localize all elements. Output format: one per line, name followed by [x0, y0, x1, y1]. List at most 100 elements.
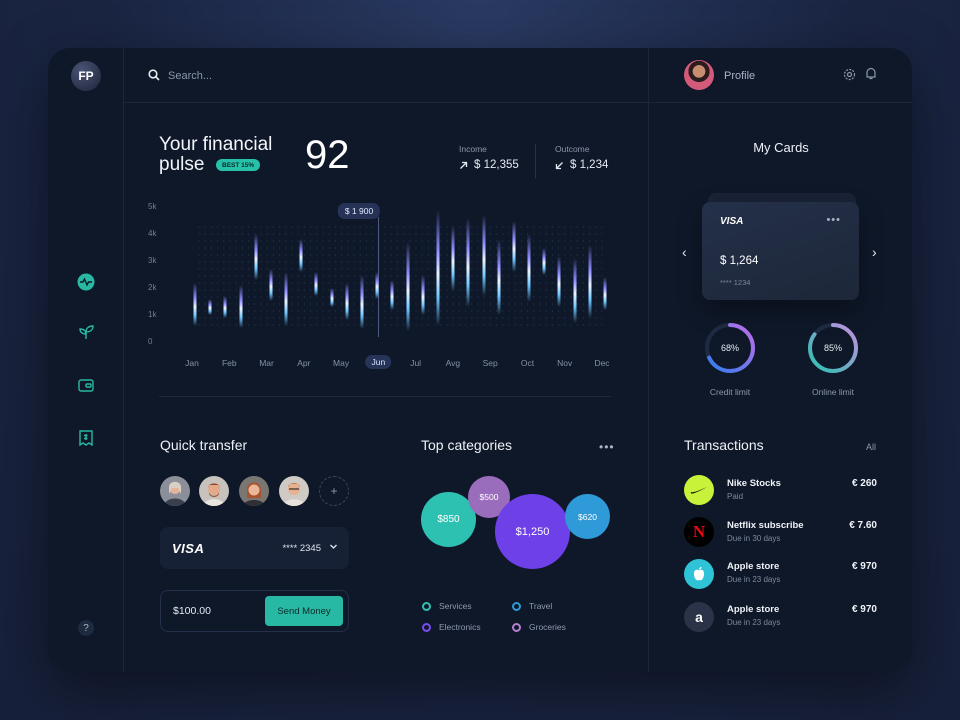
pulse-title-line1: Your financial — [159, 134, 273, 155]
bill-icon[interactable] — [76, 428, 96, 448]
chart-bar[interactable] — [588, 244, 592, 318]
pulse-chart: $ 1 900 5k 4k 3k 2k 1k 0 Jan Feb Mar Apr May Jun Jul… — [148, 198, 618, 378]
chart-bar[interactable] — [466, 217, 470, 307]
chart-bar[interactable] — [542, 247, 546, 275]
transaction-name[interactable]: Apple store — [727, 604, 780, 615]
pulse-icon[interactable] — [76, 272, 96, 292]
amount-value[interactable]: $100.00 — [173, 605, 211, 617]
chart-dot-grid — [198, 226, 603, 326]
more-options-icon[interactable]: ••• — [599, 440, 615, 454]
chart-bar[interactable] — [299, 239, 303, 272]
search-input[interactable] — [168, 68, 468, 84]
chart-bar[interactable] — [390, 279, 394, 310]
x-tick-label[interactable]: Mar — [259, 358, 274, 368]
arrow-up-right-icon — [460, 161, 468, 169]
x-tick-label[interactable]: Sep — [482, 358, 498, 368]
x-tick-label[interactable]: Jul — [410, 358, 422, 368]
transaction-name[interactable]: Apple store — [727, 561, 780, 572]
income-amount: $ 12,355 — [474, 159, 519, 171]
chart-bar[interactable] — [254, 234, 258, 280]
chart-bar[interactable] — [406, 242, 410, 332]
income-label: Income — [459, 144, 487, 154]
x-tick-label[interactable]: Nov — [557, 358, 573, 368]
add-contact-button[interactable]: + — [319, 476, 349, 506]
sprout-icon[interactable] — [76, 322, 96, 342]
legend-label: Services — [439, 601, 472, 611]
card-select[interactable]: VISA **** 2345 — [160, 527, 349, 569]
legend-dot — [512, 601, 521, 611]
x-tick-label[interactable]: Apr — [297, 358, 311, 368]
prev-card-icon[interactable]: ‹ — [682, 244, 687, 260]
category-bubble[interactable]: $620 — [565, 494, 610, 539]
chart-bar[interactable] — [482, 215, 486, 297]
transactions-all-link[interactable]: All — [866, 442, 877, 452]
chart-bar[interactable] — [573, 258, 577, 324]
transaction-name[interactable]: Netflix subscribe — [727, 520, 804, 531]
app-logo[interactable]: FP — [71, 61, 101, 91]
category-bubble[interactable]: $1,250 — [495, 494, 570, 569]
chart-bar[interactable] — [360, 274, 364, 329]
card-more-icon[interactable]: ••• — [826, 214, 841, 226]
chart-bar[interactable] — [193, 282, 197, 326]
help-button[interactable]: ? — [78, 620, 94, 636]
bell-icon[interactable] — [865, 67, 877, 80]
search-icon[interactable] — [148, 69, 160, 81]
amazon-icon: a — [684, 602, 714, 632]
nike-icon — [684, 475, 714, 505]
y-tick-label: 1k — [148, 310, 157, 319]
next-card-icon[interactable]: › — [872, 244, 877, 260]
y-tick-label: 0 — [148, 337, 153, 346]
chart-bar[interactable] — [497, 239, 501, 315]
contact-avatar[interactable] — [239, 476, 269, 506]
chart-bar[interactable] — [330, 288, 334, 307]
chart-bar[interactable] — [345, 282, 349, 321]
chart-bar[interactable] — [239, 285, 243, 329]
transaction-name[interactable]: Nike Stocks — [727, 478, 781, 489]
chart-bar[interactable] — [375, 271, 379, 299]
card-number: **** 1234 — [720, 278, 751, 287]
card-number: **** 2345 — [282, 543, 321, 554]
apple-icon — [684, 559, 714, 589]
x-tick-label[interactable]: Avg — [445, 358, 461, 368]
my-cards-title: My Cards — [753, 140, 809, 155]
chart-bar[interactable] — [512, 220, 516, 272]
send-money-button[interactable]: Send Money — [265, 596, 343, 626]
contact-avatar[interactable] — [160, 476, 190, 506]
avatar[interactable] — [684, 60, 714, 90]
contact-avatar[interactable] — [279, 476, 309, 506]
chart-bar[interactable] — [421, 274, 425, 315]
outcome-label: Outcome — [555, 144, 590, 154]
chart-bar[interactable] — [557, 255, 561, 307]
income-value: $ 12,355 — [459, 159, 519, 171]
x-tick-label[interactable]: Oct — [520, 358, 535, 368]
amount-field[interactable]: $100.00 Send Money — [160, 590, 349, 632]
profile-label[interactable]: Profile — [724, 70, 756, 82]
chart-bar[interactable] — [208, 298, 212, 315]
right-panel: Profile My Cards VISA ••• $ 1,264 **** 1… — [648, 48, 912, 672]
outcome-amount: $ 1,234 — [570, 159, 609, 171]
category-bubble[interactable]: $850 — [421, 492, 476, 547]
x-tick-label[interactable]: Jan — [185, 358, 199, 368]
transaction-amount: € 970 — [851, 604, 877, 615]
chart-bar[interactable] — [451, 225, 455, 291]
wallet-icon[interactable] — [76, 375, 96, 395]
legend-label: Groceries — [529, 622, 566, 632]
credit-limit-label: Credit limit — [709, 387, 751, 397]
chart-bar[interactable] — [314, 271, 318, 297]
chart-bar[interactable] — [436, 209, 440, 326]
x-tick-label[interactable]: Dec — [594, 358, 610, 368]
chevron-down-icon[interactable] — [329, 542, 338, 551]
chart-bar[interactable] — [603, 277, 607, 310]
x-tick-label[interactable]: Jun — [365, 355, 392, 369]
transaction-amount: € 7.60 — [849, 520, 877, 531]
x-tick-label[interactable]: Feb — [221, 358, 237, 368]
chart-bar[interactable] — [284, 271, 288, 326]
gear-icon[interactable] — [843, 68, 856, 81]
bank-card[interactable]: VISA ••• $ 1,264 **** 1234 — [702, 202, 859, 300]
x-tick-label[interactable]: May — [333, 358, 350, 368]
chart-bar[interactable] — [527, 234, 531, 302]
chart-bar[interactable] — [269, 269, 273, 302]
chart-bar[interactable] — [223, 296, 227, 318]
legend-dot — [422, 622, 431, 632]
contact-avatar[interactable] — [199, 476, 229, 506]
